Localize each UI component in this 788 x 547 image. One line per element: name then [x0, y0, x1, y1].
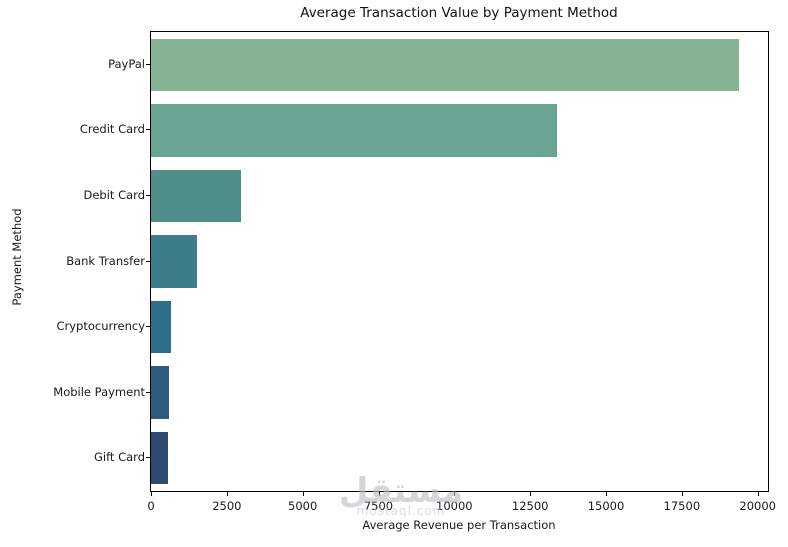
- bar-paypal: [151, 38, 740, 91]
- y-tick-mark: [146, 194, 150, 196]
- bar-bank-transfer: [151, 235, 198, 288]
- y-tick-mark: [146, 260, 150, 262]
- x-tick-mark: [454, 492, 456, 496]
- x-tick-label-20000: 20000: [739, 499, 776, 513]
- y-tick-label-paypal: PayPal: [108, 56, 145, 71]
- y-tick-mark: [146, 326, 150, 328]
- x-axis-label: Average Revenue per Transaction: [362, 518, 556, 532]
- x-tick-mark: [226, 492, 228, 496]
- x-tick-label-15000: 15000: [587, 499, 625, 513]
- bar-mobile-payment: [151, 366, 170, 419]
- y-tick-mark: [146, 457, 150, 459]
- plot-area: [150, 31, 769, 492]
- x-tick-mark: [378, 492, 380, 496]
- x-tick-label-2500: 2500: [212, 499, 242, 513]
- y-tick-label-mobile-payment: Mobile Payment: [53, 384, 145, 399]
- y-tick-mark: [146, 129, 150, 131]
- y-tick-label-debit-card: Debit Card: [83, 187, 146, 202]
- x-tick-mark: [606, 492, 607, 496]
- bar-gift-card: [151, 431, 169, 485]
- bar-credit-card: [151, 104, 558, 157]
- bar-cryptocurrency: [151, 300, 172, 354]
- y-tick-mark: [146, 63, 150, 65]
- x-tick-mark: [302, 492, 304, 496]
- x-tick-mark: [681, 492, 683, 496]
- x-tick-mark: [530, 492, 532, 496]
- bar-debit-card: [151, 169, 242, 223]
- y-tick-label-credit-card: Credit Card: [79, 122, 145, 137]
- x-tick-label-10000: 10000: [436, 499, 473, 513]
- x-tick-mark: [757, 492, 759, 496]
- y-tick-label-cryptocurrency: Cryptocurrency: [56, 319, 145, 334]
- x-tick-label-12500: 12500: [511, 499, 549, 513]
- x-tick-label-17500: 17500: [663, 499, 701, 513]
- chart-title: Average Transaction Value by Payment Met…: [300, 5, 618, 21]
- x-tick-label-5000: 5000: [288, 499, 318, 513]
- x-tick-mark: [151, 492, 152, 496]
- y-tick-label-bank-transfer: Bank Transfer: [66, 253, 145, 268]
- x-tick-label-7500: 7500: [363, 499, 394, 513]
- y-tick-label-gift-card: Gift Card: [93, 450, 145, 465]
- x-tick-label-0: 0: [147, 499, 155, 513]
- y-tick-mark: [146, 391, 150, 393]
